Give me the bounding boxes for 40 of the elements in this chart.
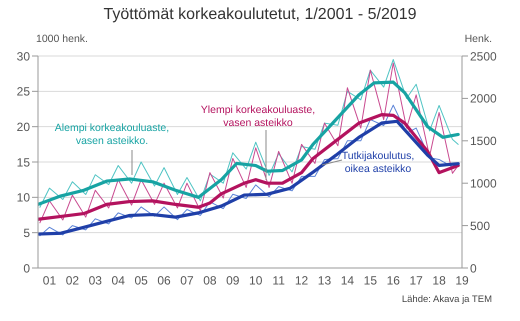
text: Alempi korkeakouluaste, vasen asteikko.	[54, 122, 170, 148]
x-tick-label: 08	[203, 274, 217, 288]
line-series	[38, 80, 460, 206]
x-tick-label: 14	[340, 274, 354, 288]
y-tick-label: 5	[23, 226, 30, 240]
x-tick-label: 12	[294, 274, 309, 288]
x-tick-label: 07	[180, 274, 194, 288]
y2-tick-label: 1500	[470, 134, 498, 148]
x-tick-label: 06	[157, 274, 172, 288]
y-axis-title: 1000 henk.	[36, 33, 88, 45]
y-tick-label: 15	[16, 155, 30, 170]
x-tick-label: 03	[88, 274, 102, 288]
y-tick-label: 10	[16, 190, 30, 205]
y-tick-label: 25	[16, 84, 30, 99]
series-label: Tutkijakoulutus, oikea asteikko	[342, 150, 414, 176]
x-tick-label: 13	[318, 274, 332, 288]
chart-title: Työttömät korkeakoulutetut, 1/2001 - 5/2019	[102, 6, 418, 24]
x-tick-label: 16	[386, 274, 400, 288]
text: Ylempi korkeakouluaste, vasen asteikko	[200, 104, 316, 130]
y2-tick-label: 0	[470, 261, 477, 276]
x-tick-label: 05	[134, 274, 148, 288]
y-tick-label: 30	[16, 49, 30, 64]
y-tick-label: 0	[23, 261, 30, 276]
y2-tick-label: 1000	[470, 176, 498, 190]
x-tick-label: 11	[272, 274, 286, 288]
x-tick-label: 10	[249, 274, 263, 288]
text: Lähde: Akava ja TEM	[402, 294, 492, 305]
x-tick-label: 09	[226, 274, 240, 288]
x-tick-label: 19	[455, 274, 469, 288]
y2-axis-title: Henk.	[464, 33, 492, 45]
x-tick-label: 15	[364, 274, 378, 288]
y2-tick-label: 2000	[470, 92, 498, 106]
x-tick-label: 17	[409, 274, 424, 288]
x-tick-label: 01	[42, 274, 56, 288]
x-tick-label: 02	[66, 274, 80, 288]
x-tick-label: 18	[432, 274, 446, 288]
x-tick-label: 04	[112, 274, 126, 288]
y2-tick-label: 2500	[470, 49, 498, 64]
y-tick-label: 20	[16, 120, 30, 134]
y2-tick-label: 500	[470, 218, 490, 233]
